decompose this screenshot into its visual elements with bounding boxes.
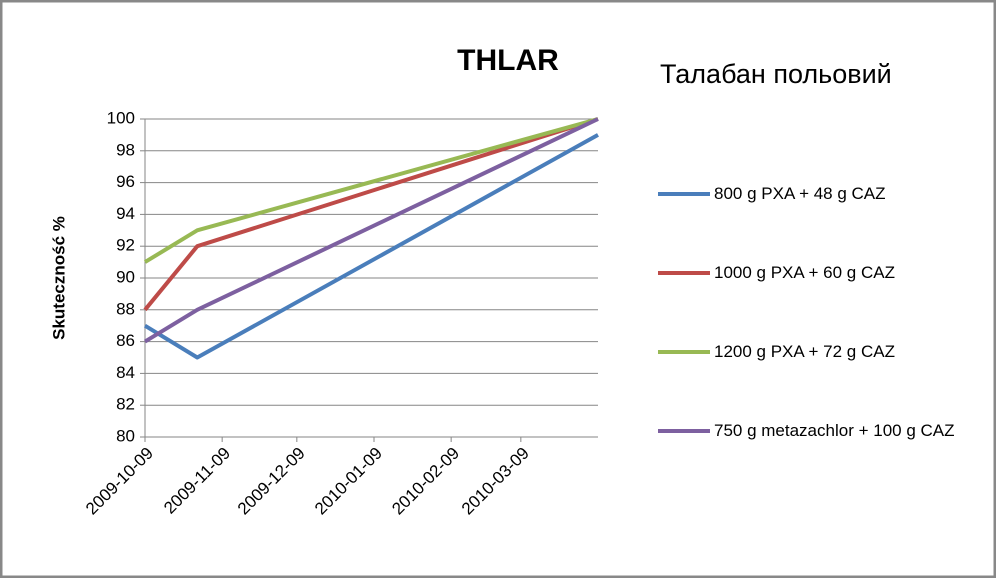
y-tick-label: 92 <box>116 236 135 255</box>
legend-label: 800 g PXA + 48 g CAZ <box>714 184 886 203</box>
legend-label: 1000 g PXA + 60 g CAZ <box>714 263 895 282</box>
y-tick-label: 82 <box>116 395 135 414</box>
y-tick-label: 94 <box>116 204 135 223</box>
series-line <box>143 117 599 312</box>
y-tick-label: 98 <box>116 140 135 159</box>
legend-label: 1200 g PXA + 72 g CAZ <box>714 342 895 361</box>
legend-swatch <box>658 429 710 433</box>
legend: 800 g PXA + 48 g CAZ 1000 g PXA + 60 g CA… <box>658 180 978 496</box>
y-tick-label: 84 <box>116 363 135 382</box>
y-axis-label: Skuteczność % <box>49 216 68 340</box>
legend-swatch <box>658 350 710 354</box>
legend-entry: 1200 g PXA + 72 g CAZ <box>658 338 978 417</box>
chart-subtitle: Талабан польовий <box>660 59 892 89</box>
series-line <box>143 133 599 360</box>
series-line <box>143 117 599 264</box>
y-tick-label: 86 <box>116 331 135 350</box>
legend-entry: 800 g PXA + 48 g CAZ <box>658 180 978 259</box>
legend-swatch <box>658 192 710 196</box>
y-tick-label: 96 <box>116 172 135 191</box>
legend-entry: 1000 g PXA + 60 g CAZ <box>658 259 978 338</box>
legend-label: 750 g metazachlor + 100 g CAZ <box>714 421 955 440</box>
y-tick-label: 90 <box>116 267 135 286</box>
y-tick-label: 80 <box>116 426 135 445</box>
y-tick-label: 100 <box>107 108 135 127</box>
series-line <box>143 117 599 344</box>
legend-swatch <box>658 271 710 275</box>
chart-title: THLAR <box>457 44 559 77</box>
y-tick-label: 88 <box>116 299 135 318</box>
legend-entry: 750 g metazachlor + 100 g CAZ <box>658 417 978 496</box>
